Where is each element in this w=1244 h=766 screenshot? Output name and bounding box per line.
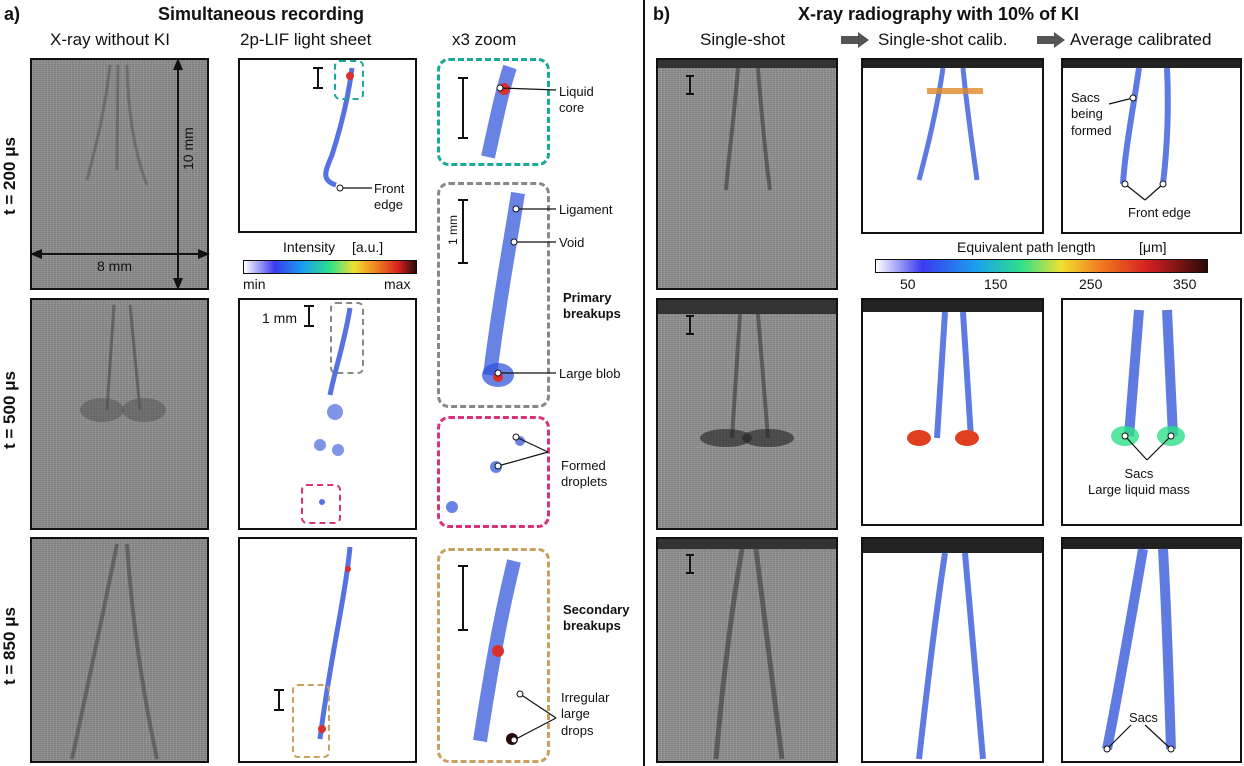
annot-sacs-large-mass: Sacs Large liquid mass bbox=[1088, 466, 1190, 498]
intensity-max: max bbox=[384, 276, 411, 292]
zoom-teal bbox=[437, 58, 550, 166]
intensity-label: Intensity bbox=[283, 239, 336, 255]
calib-850 bbox=[861, 537, 1044, 763]
scale-8mm: 8 mm bbox=[97, 258, 132, 274]
zoom-magenta bbox=[437, 416, 550, 528]
epl-tick-50: 50 bbox=[900, 276, 916, 292]
zoom-gray bbox=[437, 182, 550, 408]
magenta-roi-box bbox=[301, 484, 341, 524]
panel-a-letter: a) bbox=[4, 4, 21, 24]
zoom-tan bbox=[437, 548, 550, 763]
annot-front-edge-a: Front edge bbox=[374, 181, 405, 213]
average-200 bbox=[1061, 58, 1242, 234]
calib-200 bbox=[861, 58, 1044, 234]
panel-a-title: Simultaneous recording bbox=[158, 4, 365, 24]
lif-500 bbox=[238, 298, 417, 530]
average-850 bbox=[1061, 537, 1242, 763]
lif-850 bbox=[238, 537, 417, 763]
intensity-unit: [a.u.] bbox=[352, 239, 384, 255]
col-head-single-shot: Single-shot bbox=[700, 30, 786, 49]
annot-ligament: Ligament bbox=[559, 202, 613, 217]
col-head-lif: 2p-LIF light sheet bbox=[240, 30, 372, 49]
scale-1mm-lif: 1 mm bbox=[262, 310, 297, 326]
epl-label: Equivalent path length bbox=[957, 239, 1096, 255]
single-shot-500 bbox=[656, 298, 838, 530]
annot-liquid-core: Liquid core bbox=[559, 84, 594, 116]
col-head-xray: X-ray without KI bbox=[50, 30, 170, 49]
lif-200 bbox=[238, 58, 417, 233]
annot-primary-breakups: Primary breakups bbox=[563, 290, 621, 322]
col-head-single-calib: Single-shot calib. bbox=[878, 30, 1008, 49]
annot-large-blob: Large blob bbox=[559, 366, 621, 381]
annot-void: Void bbox=[559, 235, 585, 250]
gray-roi-box bbox=[330, 302, 364, 374]
average-500 bbox=[1061, 298, 1242, 526]
epl-tick-350: 350 bbox=[1173, 276, 1197, 292]
panel-b-letter: b) bbox=[653, 4, 670, 24]
tan-roi-box bbox=[292, 684, 330, 758]
col-head-zoom: x3 zoom bbox=[452, 30, 517, 49]
annot-secondary-breakups: Secondary breakups bbox=[563, 602, 630, 634]
annot-formed-droplets: Formed droplets bbox=[561, 458, 608, 490]
single-shot-850 bbox=[656, 537, 838, 763]
calib-500 bbox=[861, 298, 1044, 526]
intensity-colorbar bbox=[243, 260, 417, 274]
annot-sacs-being-formed: Sacs being formed bbox=[1071, 90, 1112, 138]
col-head-average: Average calibrated bbox=[1070, 30, 1212, 49]
xray-noki-500 bbox=[30, 298, 209, 530]
epl-unit: [μm] bbox=[1139, 239, 1167, 255]
panel-divider bbox=[643, 0, 645, 766]
annot-front-edge-b: Front edge bbox=[1128, 205, 1191, 220]
xray-noki-850 bbox=[30, 537, 209, 763]
single-shot-200 bbox=[656, 58, 838, 290]
epl-tick-150: 150 bbox=[984, 276, 1008, 292]
annot-sacs: Sacs bbox=[1129, 710, 1158, 725]
teal-roi-box bbox=[334, 60, 364, 100]
annot-irregular-drops: Irregular large drops bbox=[561, 690, 610, 738]
panel-b-title: X-ray radiography with 10% of KI bbox=[798, 4, 1080, 24]
intensity-min: min bbox=[243, 276, 266, 292]
epl-colorbar bbox=[875, 259, 1208, 273]
epl-tick-250: 250 bbox=[1079, 276, 1103, 292]
